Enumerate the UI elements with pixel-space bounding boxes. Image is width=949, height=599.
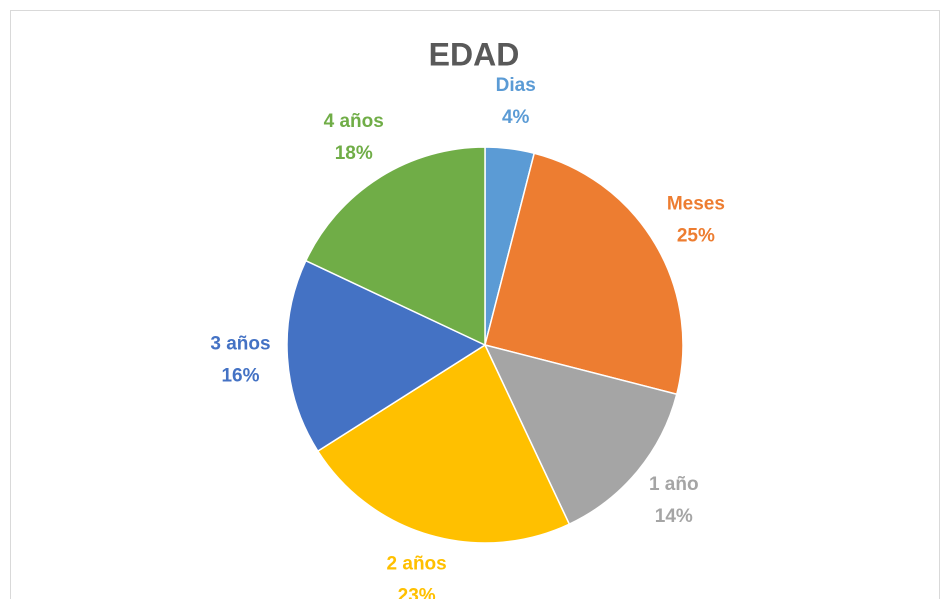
slice-category-label: 3 años (210, 333, 270, 354)
pie-slice (484, 152, 684, 396)
slice-category-label: Dias (496, 75, 536, 96)
chart-title: EDAD (429, 36, 520, 72)
slice-value-label: 23% (398, 585, 436, 599)
pie-slice (316, 343, 571, 544)
slice-value-label: 25% (677, 225, 715, 246)
slice-value-label: 18% (335, 143, 373, 164)
slice-category-label: 4 años (324, 111, 384, 132)
pie-slice (483, 343, 678, 526)
pie-slice (286, 259, 487, 453)
slice-category-label: Meses (667, 193, 725, 214)
slice-value-label: 16% (221, 365, 259, 386)
pie-slice (304, 146, 486, 347)
slice-category-label: 2 años (387, 553, 447, 574)
slice-value-label: 4% (502, 107, 530, 128)
slice-category-label: 1 año (649, 474, 699, 495)
slice-value-label: 14% (655, 506, 693, 527)
